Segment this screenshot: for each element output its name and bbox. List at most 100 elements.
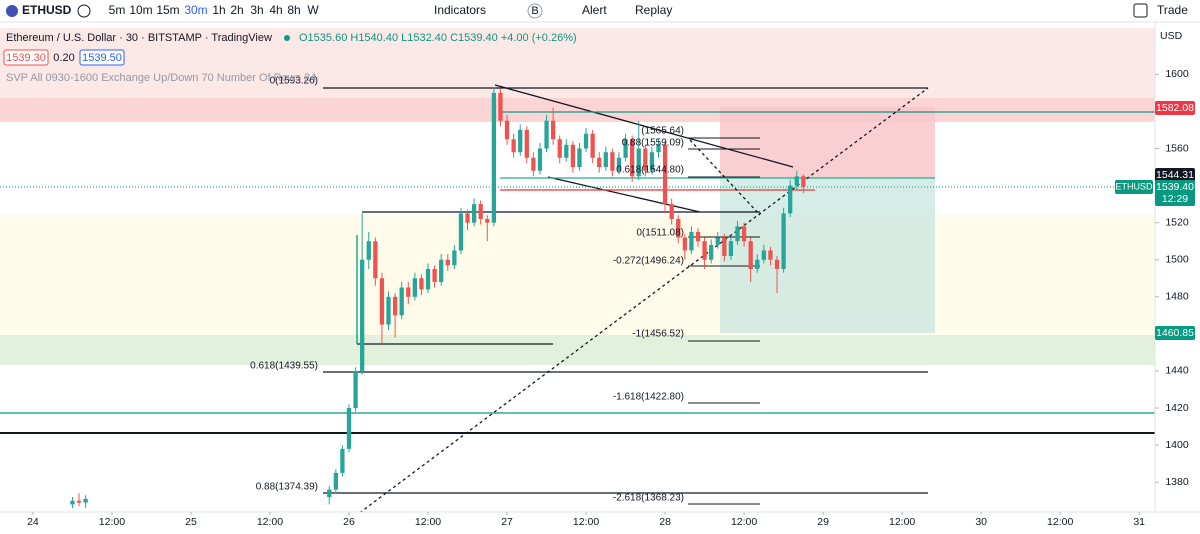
x-tick-label: 24 — [27, 516, 39, 528]
body — [794, 176, 799, 186]
body — [498, 92, 503, 121]
x-tick-label: 12:00 — [415, 516, 441, 528]
y-tick-label: 1600 — [1165, 68, 1189, 80]
bid-box[interactable] — [3, 49, 49, 66]
body — [478, 204, 483, 219]
indicators[interactable]: Indicators — [434, 3, 486, 17]
trade[interactable]: Trade — [1157, 3, 1188, 17]
interval[interactable]: W — [307, 3, 319, 17]
interval[interactable]: 3h — [250, 3, 263, 17]
fib-label: -1.618(1422.80) — [613, 392, 684, 403]
axes: 1380140014201440146014801500152015401560… — [27, 68, 1195, 528]
y-tick-label: 1500 — [1165, 254, 1189, 266]
intervals: 5m 10m 15m 30m 1h 2h 3h 4h 8h W — [109, 3, 320, 17]
body — [76, 500, 82, 503]
body — [669, 204, 674, 219]
body — [656, 144, 661, 153]
body — [709, 244, 714, 260]
price-tag-label: 1460.85 — [1156, 327, 1194, 339]
currency: USD — [1160, 30, 1183, 42]
body — [373, 241, 378, 279]
symbol[interactable]: ETHUSD — [22, 3, 72, 17]
body — [715, 237, 720, 245]
body — [333, 472, 338, 490]
interval[interactable]: 5m — [109, 3, 126, 17]
checkbox[interactable] — [1133, 3, 1148, 18]
price-tag — [1155, 168, 1195, 182]
interval[interactable]: 4h — [269, 3, 282, 17]
body — [755, 259, 760, 269]
body — [702, 241, 707, 260]
fib-label: 0.88(1374.39) — [256, 482, 318, 493]
y-tick-label: 1440 — [1165, 365, 1189, 377]
body — [504, 120, 510, 140]
body — [781, 213, 786, 269]
body — [379, 278, 385, 325]
body — [741, 226, 747, 242]
body — [636, 148, 641, 177]
x-tick-label: 29 — [817, 516, 829, 528]
interval[interactable]: 30m — [184, 3, 207, 17]
body — [425, 269, 431, 290]
body — [649, 152, 655, 171]
badge[interactable] — [527, 3, 543, 19]
body — [353, 370, 358, 409]
price-tag — [1155, 326, 1195, 340]
body — [458, 213, 464, 251]
body — [439, 259, 444, 282]
body — [452, 250, 457, 266]
body — [610, 152, 615, 171]
y-tick-label: 1520 — [1165, 216, 1189, 228]
x-tick-label: 12:00 — [99, 516, 125, 528]
body — [465, 213, 470, 223]
interval[interactable]: 2h — [230, 3, 243, 17]
interval[interactable]: 10m — [129, 3, 152, 17]
symbol-tag-label: ETHUSD — [1115, 181, 1153, 191]
x-tick-label: 25 — [185, 516, 197, 528]
countdown: 12:29 — [1162, 193, 1188, 205]
indicator: SVP All 0930-1600 Exchange Up/Down 70 Nu… — [6, 72, 316, 84]
body — [531, 157, 536, 171]
x-tick-label: 31 — [1133, 516, 1145, 528]
body — [537, 148, 543, 171]
body — [695, 231, 701, 242]
body — [485, 218, 490, 223]
last-price: 1539.40 — [1156, 181, 1194, 193]
add-symbol[interactable] — [77, 4, 91, 18]
legend-title: Ethereum / U.S. Dollar · 30 · BITSTAMP ·… — [6, 32, 272, 44]
body — [623, 139, 628, 158]
ohlc: O1535.60 H1540.40 L1532.40 C1539.40 +4.0… — [299, 32, 577, 44]
body — [689, 231, 694, 251]
body — [603, 152, 608, 168]
body — [70, 500, 75, 505]
body — [406, 287, 411, 297]
body — [491, 92, 497, 223]
body — [590, 133, 595, 158]
fib-label: 0.618(1439.55) — [250, 361, 318, 372]
body — [643, 148, 648, 171]
interval[interactable]: 1h — [212, 3, 225, 17]
body — [801, 176, 806, 187]
fib-label: (1565.64) — [641, 126, 684, 137]
zone — [0, 98, 1155, 122]
body — [761, 250, 766, 260]
fib-label: -1(1456.52) — [632, 329, 684, 340]
body — [597, 157, 602, 168]
bid: 1539.30 — [6, 52, 46, 64]
body — [346, 408, 352, 449]
body — [774, 259, 780, 269]
interval[interactable]: 15m — [156, 3, 179, 17]
alert[interactable]: Alert — [582, 3, 607, 17]
y-tick-label: 1480 — [1165, 291, 1189, 303]
body — [524, 129, 529, 158]
ask-box[interactable] — [79, 49, 125, 66]
y-tick-label: 1560 — [1165, 142, 1189, 154]
y-tick-label: 1400 — [1165, 439, 1189, 451]
x-tick-label: 12:00 — [257, 516, 283, 528]
interval[interactable]: 8h — [287, 3, 300, 17]
symbol-tag — [1115, 180, 1153, 194]
toolbar — [0, 0, 1200, 22]
replay[interactable]: Replay — [635, 3, 672, 17]
body — [735, 226, 740, 242]
badge-text: B — [531, 5, 538, 17]
